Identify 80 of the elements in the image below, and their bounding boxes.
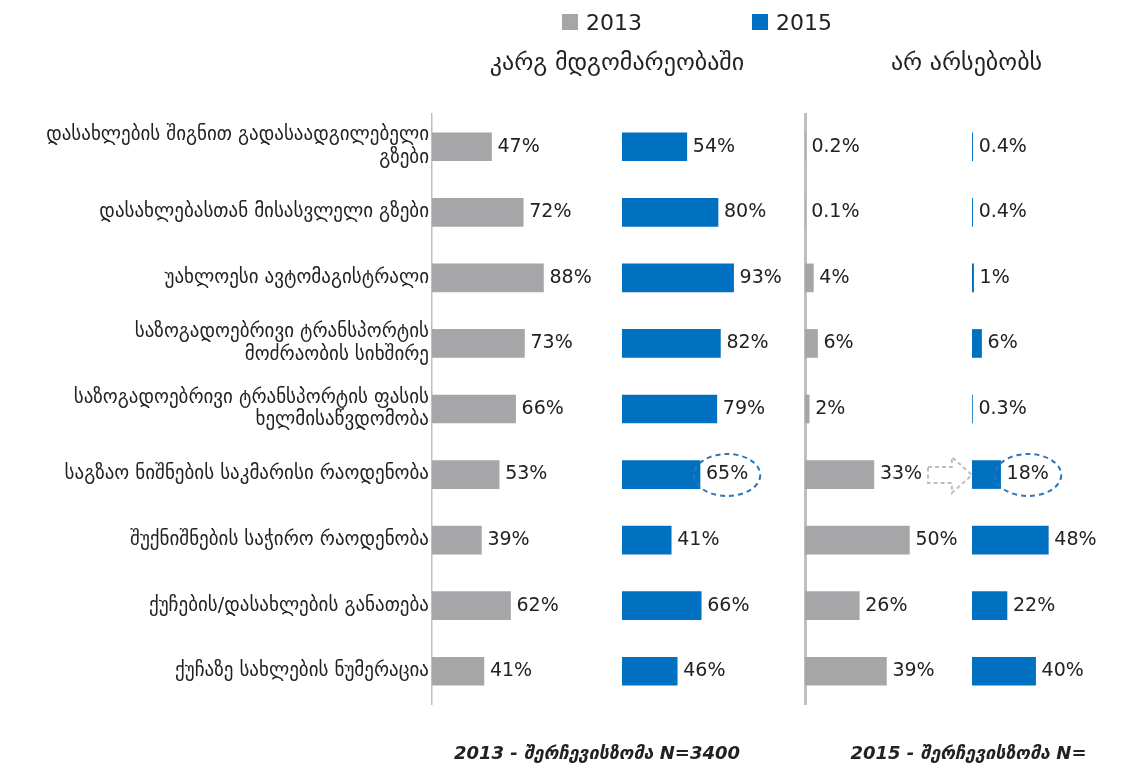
data-label: 66% — [707, 592, 750, 615]
bar — [622, 329, 721, 358]
bar — [972, 656, 1036, 686]
bar — [432, 329, 525, 358]
data-label: 93% — [739, 264, 782, 287]
text: არ არსებობს — [889, 48, 1044, 76]
data-label: 18% — [1006, 461, 1049, 484]
data-label: 0.4% — [978, 199, 1027, 222]
data-label: 41% — [489, 658, 533, 681]
y-tick-label: შუქნიშნების საჭირო რაოდენობა — [130, 527, 429, 551]
bar — [805, 656, 887, 686]
data-label: 6% — [823, 330, 854, 353]
data-label: 40% — [1041, 658, 1084, 681]
bar — [432, 198, 524, 227]
data-label: 0.2% — [811, 133, 860, 156]
y-tick-label: დასახლების შიგნით გადასაადგილებელი გზები — [46, 122, 429, 169]
data-label: 26% — [865, 592, 908, 615]
data-label: 80% — [724, 199, 767, 222]
data-label: 39% — [487, 527, 530, 550]
bar — [972, 329, 982, 358]
data-label: 39% — [892, 658, 935, 681]
data-label: 66% — [521, 395, 564, 418]
bar — [432, 656, 485, 686]
bar — [622, 525, 672, 555]
bar — [432, 460, 500, 489]
y-tick-label: ქუჩების/დასახლების განათება — [148, 592, 429, 616]
text: კარგ მდგომარეობაში — [488, 48, 746, 76]
bar — [622, 460, 701, 489]
data-label: 65% — [706, 461, 749, 484]
y-tick-label: ქუჩაზე სახლების ნუმერაცია — [175, 658, 429, 682]
bar — [622, 132, 688, 162]
data-label: 79% — [722, 395, 766, 418]
data-label: 1% — [979, 264, 1010, 287]
data-label: 73% — [530, 330, 573, 353]
bar — [622, 591, 702, 620]
data-label: 88% — [549, 264, 592, 287]
text: 2013 - შერჩევისზომა N=3400 — [452, 742, 742, 763]
bar — [432, 132, 492, 162]
data-label: 62% — [516, 592, 559, 615]
data-label: 53% — [505, 461, 548, 484]
bar — [805, 460, 875, 489]
legend-label: 2013 — [586, 9, 642, 35]
data-label: 0.3% — [978, 395, 1027, 418]
data-label: 54% — [692, 133, 736, 156]
bar — [622, 263, 734, 293]
bar — [805, 394, 810, 424]
data-label: 6% — [987, 330, 1018, 353]
bar — [622, 394, 718, 424]
data-label: 47% — [497, 133, 540, 156]
y-tick-label: საზოგადოებრივი ტრანსპორტის ფასის ხელმისაწვდომობა — [73, 384, 429, 431]
data-label: 46% — [683, 658, 726, 681]
legend-label: 2015 — [776, 9, 832, 35]
data-label: 48% — [1054, 527, 1097, 550]
bar — [432, 263, 544, 293]
y-tick-label: დასახლებასთან მისასვლელი გზები — [99, 199, 429, 223]
bar — [805, 263, 814, 293]
data-label: 22% — [1012, 592, 1056, 615]
bar — [972, 525, 1049, 555]
bar — [432, 591, 511, 620]
data-label: 50% — [915, 527, 958, 550]
y-tick-label: საგზაო ნიშნების საკმარისი რაოდენობა — [64, 461, 429, 485]
bar — [432, 394, 516, 424]
text: 2015 - შერჩევისზომა N= — [849, 742, 1088, 763]
data-label: 82% — [726, 330, 769, 353]
bar — [432, 525, 482, 555]
data-label: 0.4% — [978, 133, 1027, 156]
bar — [805, 329, 818, 358]
data-label: 2% — [815, 395, 846, 418]
y-tick-label: საზოგადოებრივი ტრანსპორტის მოძრაობის სიხშირე — [134, 318, 429, 365]
data-label: 33% — [879, 461, 923, 484]
data-label: 4% — [819, 264, 850, 287]
bar — [805, 525, 910, 555]
y-tick-label: უახლოესი ავტომაგისტრალი — [164, 264, 429, 288]
bar — [622, 198, 719, 227]
bar — [805, 591, 860, 620]
data-label: 0.1% — [811, 199, 860, 222]
data-label: 72% — [529, 199, 572, 222]
bar — [972, 591, 1008, 620]
data-label: 41% — [677, 527, 720, 550]
bar — [622, 656, 678, 686]
